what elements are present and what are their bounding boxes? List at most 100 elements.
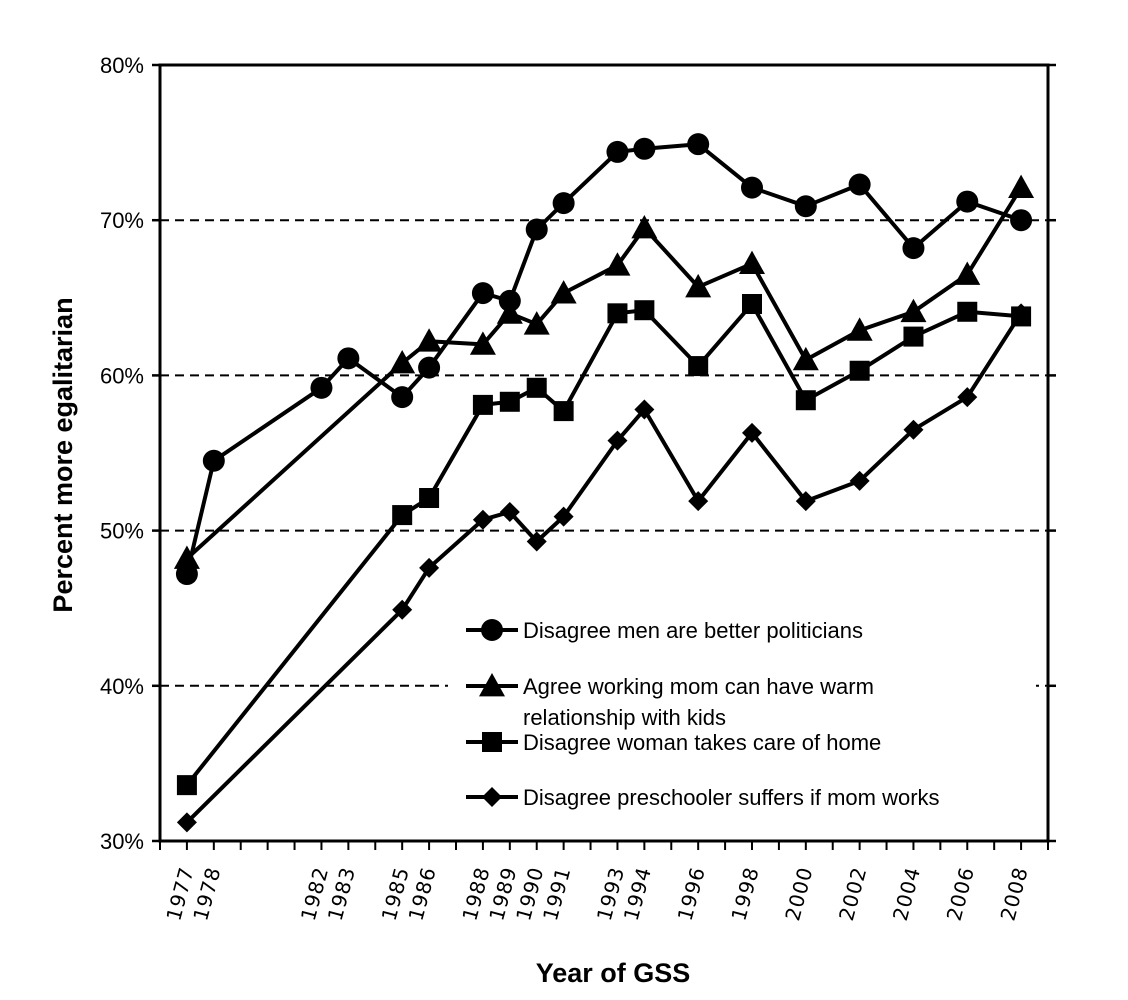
data-point-diamond — [419, 557, 440, 578]
data-point-circle — [956, 190, 979, 213]
data-point-triangle — [496, 300, 523, 324]
series-group — [173, 133, 1035, 833]
legend-entry: Disagree men are better politicians — [466, 618, 863, 643]
data-point-diamond — [742, 422, 762, 443]
data-point-diamond — [472, 509, 493, 530]
data-point-diamond — [176, 812, 197, 833]
y-axis-title: Percent more egalitarian — [48, 297, 78, 612]
data-point-square — [392, 505, 413, 526]
series-square — [176, 294, 1032, 796]
legend-label: relationship with kids — [523, 705, 726, 730]
data-point-diamond — [795, 491, 816, 512]
data-point-diamond — [1011, 303, 1032, 324]
series-line — [185, 186, 1023, 560]
data-point-square — [553, 401, 574, 422]
x-tick-label: 2008 — [996, 864, 1033, 923]
data-point-triangle — [1008, 174, 1035, 199]
data-point-triangle — [792, 346, 819, 371]
y-tick-label: 40% — [100, 674, 144, 699]
data-point-circle — [902, 237, 925, 260]
data-point-diamond — [526, 531, 547, 552]
legend-background — [448, 603, 1036, 828]
legend-box — [448, 603, 1036, 828]
data-point-circle — [525, 218, 548, 241]
data-point-triangle — [685, 273, 712, 298]
data-point-diamond — [957, 387, 978, 408]
data-point-triangle — [846, 317, 873, 341]
y-axis: 30% 40% 50% 60% 70% 80% — [100, 53, 1056, 854]
series-line — [184, 142, 1022, 575]
data-point-circle — [310, 376, 333, 399]
data-point-circle — [552, 192, 575, 215]
y-tick-label: 70% — [100, 208, 144, 233]
data-point-circle — [606, 140, 629, 163]
data-point-triangle — [523, 311, 550, 335]
data-point-circle — [418, 356, 441, 379]
series-diamond — [176, 303, 1032, 833]
data-point-square — [526, 377, 547, 398]
data-point-diamond — [499, 501, 520, 522]
data-point-diamond — [607, 430, 628, 451]
data-point-triangle — [550, 280, 577, 304]
plot-frame — [158, 63, 1050, 843]
data-point-circle — [633, 137, 656, 160]
data-point-square — [634, 300, 655, 321]
data-point-square — [482, 732, 502, 752]
data-point-triangle — [954, 261, 981, 285]
legend-label: Disagree woman takes care of home — [523, 730, 881, 755]
data-point-triangle — [739, 250, 765, 275]
series-circle — [175, 133, 1033, 586]
data-point-triangle — [479, 673, 505, 697]
x-tick-label: 2000 — [780, 864, 817, 923]
data-point-circle — [202, 449, 225, 472]
data-point-square — [742, 294, 762, 315]
data-point-triangle — [389, 349, 416, 374]
data-point-triangle — [173, 545, 200, 569]
data-point-triangle — [900, 298, 927, 323]
data-point-circle — [741, 176, 763, 199]
legend: Disagree men are better politicians Agree… — [466, 618, 940, 810]
series-triangle — [173, 174, 1035, 569]
data-point-circle — [794, 195, 817, 218]
data-point-square — [849, 360, 870, 381]
legend-entry: Disagree woman takes care of home — [466, 730, 881, 755]
data-point-diamond — [903, 419, 924, 440]
data-point-circle — [687, 133, 710, 156]
data-point-square — [472, 394, 493, 415]
legend-entry: Disagree preschooler suffers if mom work… — [466, 785, 940, 810]
x-tick-label: 2002 — [834, 864, 871, 923]
data-point-triangle — [604, 252, 631, 276]
data-point-diamond — [634, 399, 655, 420]
y-tick-label: 80% — [100, 53, 144, 78]
data-point-circle — [337, 347, 360, 370]
data-point-triangle — [416, 328, 443, 352]
data-point-diamond — [482, 787, 502, 807]
data-point-circle — [1010, 209, 1033, 232]
data-point-triangle — [469, 331, 496, 355]
data-point-square — [903, 326, 924, 347]
data-point-circle — [848, 173, 871, 196]
data-point-diamond — [688, 491, 709, 512]
legend-label: Disagree men are better politicians — [523, 618, 863, 643]
data-point-diamond — [392, 599, 413, 620]
data-point-square — [795, 390, 816, 411]
data-point-square — [957, 301, 978, 322]
y-tick-label: 50% — [100, 519, 144, 544]
data-point-circle — [481, 619, 503, 641]
x-tick-label: 1998 — [726, 864, 763, 923]
legend-label: Agree working mom can have warm — [523, 674, 874, 699]
legend-entry: Agree working mom can have warm relations… — [466, 673, 874, 730]
data-point-square — [176, 775, 197, 796]
series-line — [185, 302, 1022, 787]
data-point-triangle — [631, 214, 658, 239]
data-point-circle — [471, 282, 494, 305]
x-tick-label: 1996 — [673, 864, 710, 923]
legend-label: Disagree preschooler suffers if mom work… — [523, 785, 940, 810]
y-tick-label: 60% — [100, 363, 144, 388]
data-point-circle — [391, 386, 414, 409]
data-point-diamond — [553, 506, 574, 527]
data-point-diamond — [849, 470, 870, 491]
data-point-square — [607, 303, 628, 324]
